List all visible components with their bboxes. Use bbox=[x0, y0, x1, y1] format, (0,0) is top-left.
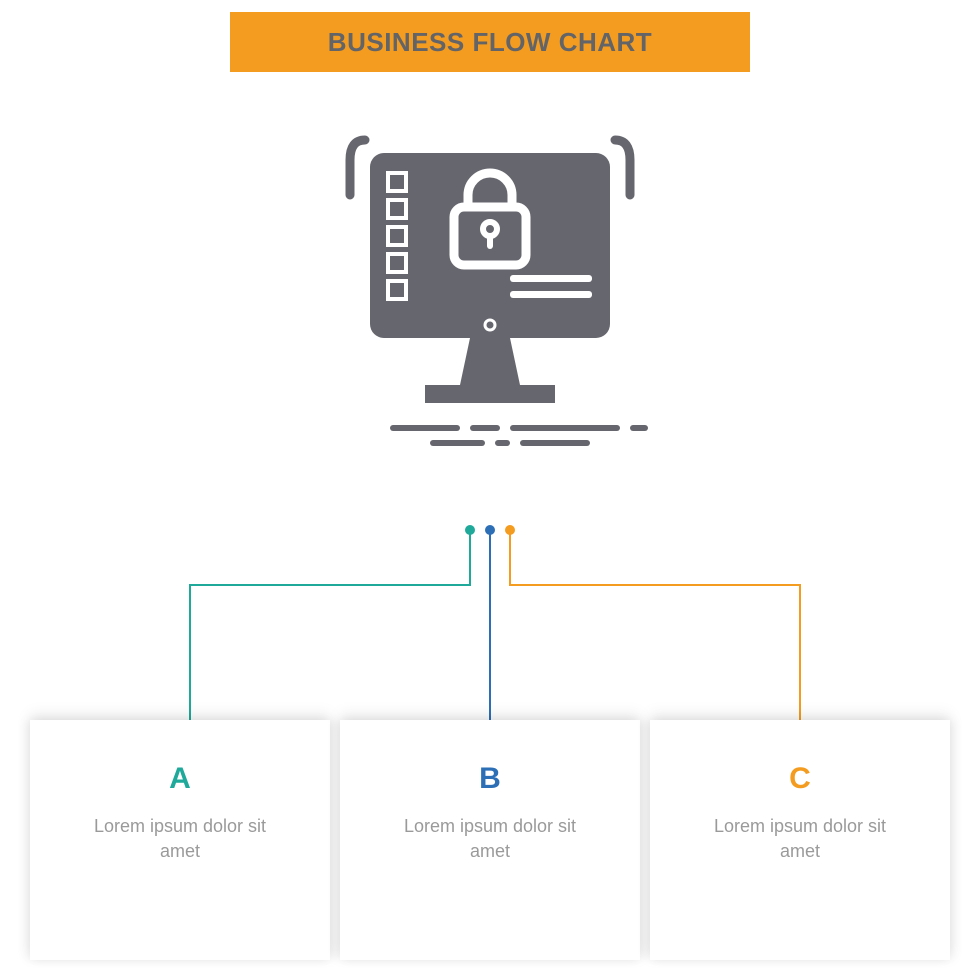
card-c-body: Lorem ipsum dolor sit amet bbox=[700, 814, 900, 864]
card-b-letter: B bbox=[479, 762, 501, 796]
cards-row: A Lorem ipsum dolor sit amet B Lorem ips… bbox=[0, 720, 980, 960]
card-c-letter: C bbox=[789, 762, 811, 796]
card-a-body: Lorem ipsum dolor sit amet bbox=[80, 814, 280, 864]
card-a-letter: A bbox=[169, 762, 191, 796]
secure-monitor-icon bbox=[320, 125, 660, 465]
card-a: A Lorem ipsum dolor sit amet bbox=[30, 720, 330, 960]
card-c: C Lorem ipsum dolor sit amet bbox=[650, 720, 950, 960]
title-bar: BUSINESS FLOW CHART bbox=[230, 12, 750, 72]
card-b-body: Lorem ipsum dolor sit amet bbox=[390, 814, 590, 864]
page-title: BUSINESS FLOW CHART bbox=[328, 27, 652, 58]
card-b: B Lorem ipsum dolor sit amet bbox=[340, 720, 640, 960]
